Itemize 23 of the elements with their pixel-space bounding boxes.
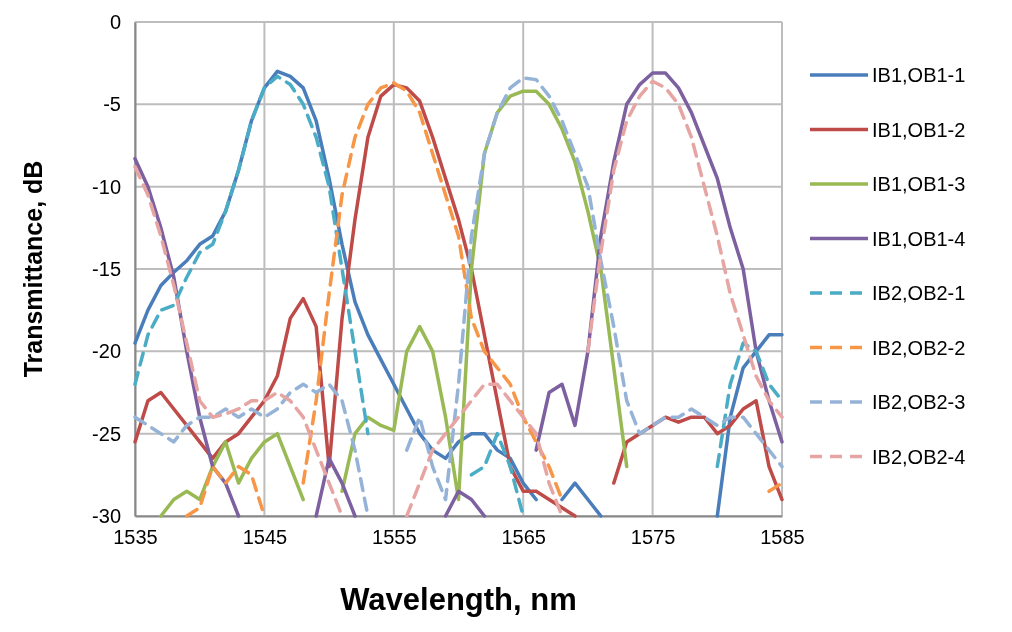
legend-label: IB1,OB1-1: [872, 64, 966, 86]
legend-label: IB1,OB1-4: [872, 227, 966, 250]
x-tick-label: 1535: [113, 526, 158, 549]
legend-label: IB2,OB2-2: [872, 336, 966, 359]
y-tick-label: -10: [92, 175, 121, 198]
x-tick-label: 1585: [760, 526, 805, 549]
y-tick-label: -25: [92, 422, 121, 445]
x-tick-label: 1575: [630, 526, 676, 549]
y-tick-label: -5: [103, 93, 121, 116]
y-tick-label: -20: [92, 340, 121, 363]
x-tick-label: 1555: [372, 526, 417, 549]
y-axis-title: Transmittance, dB: [19, 160, 47, 378]
legend-label: IB2,OB2-3: [872, 391, 966, 413]
legend-label: IB1,OB1-3: [872, 173, 966, 195]
legend-label: IB2,OB2-1: [872, 282, 966, 304]
legend-label: IB2,OB2-4: [872, 445, 966, 468]
y-tick-label: -30: [92, 504, 121, 527]
x-tick-label: 1565: [501, 526, 546, 549]
x-axis-title: Wavelength, nm: [340, 582, 577, 617]
x-tick-label: 1545: [242, 526, 288, 549]
y-tick-label: -15: [92, 257, 121, 280]
y-tick-label: 0: [109, 10, 121, 33]
legend-label: IB1,OB1-2: [872, 118, 966, 141]
